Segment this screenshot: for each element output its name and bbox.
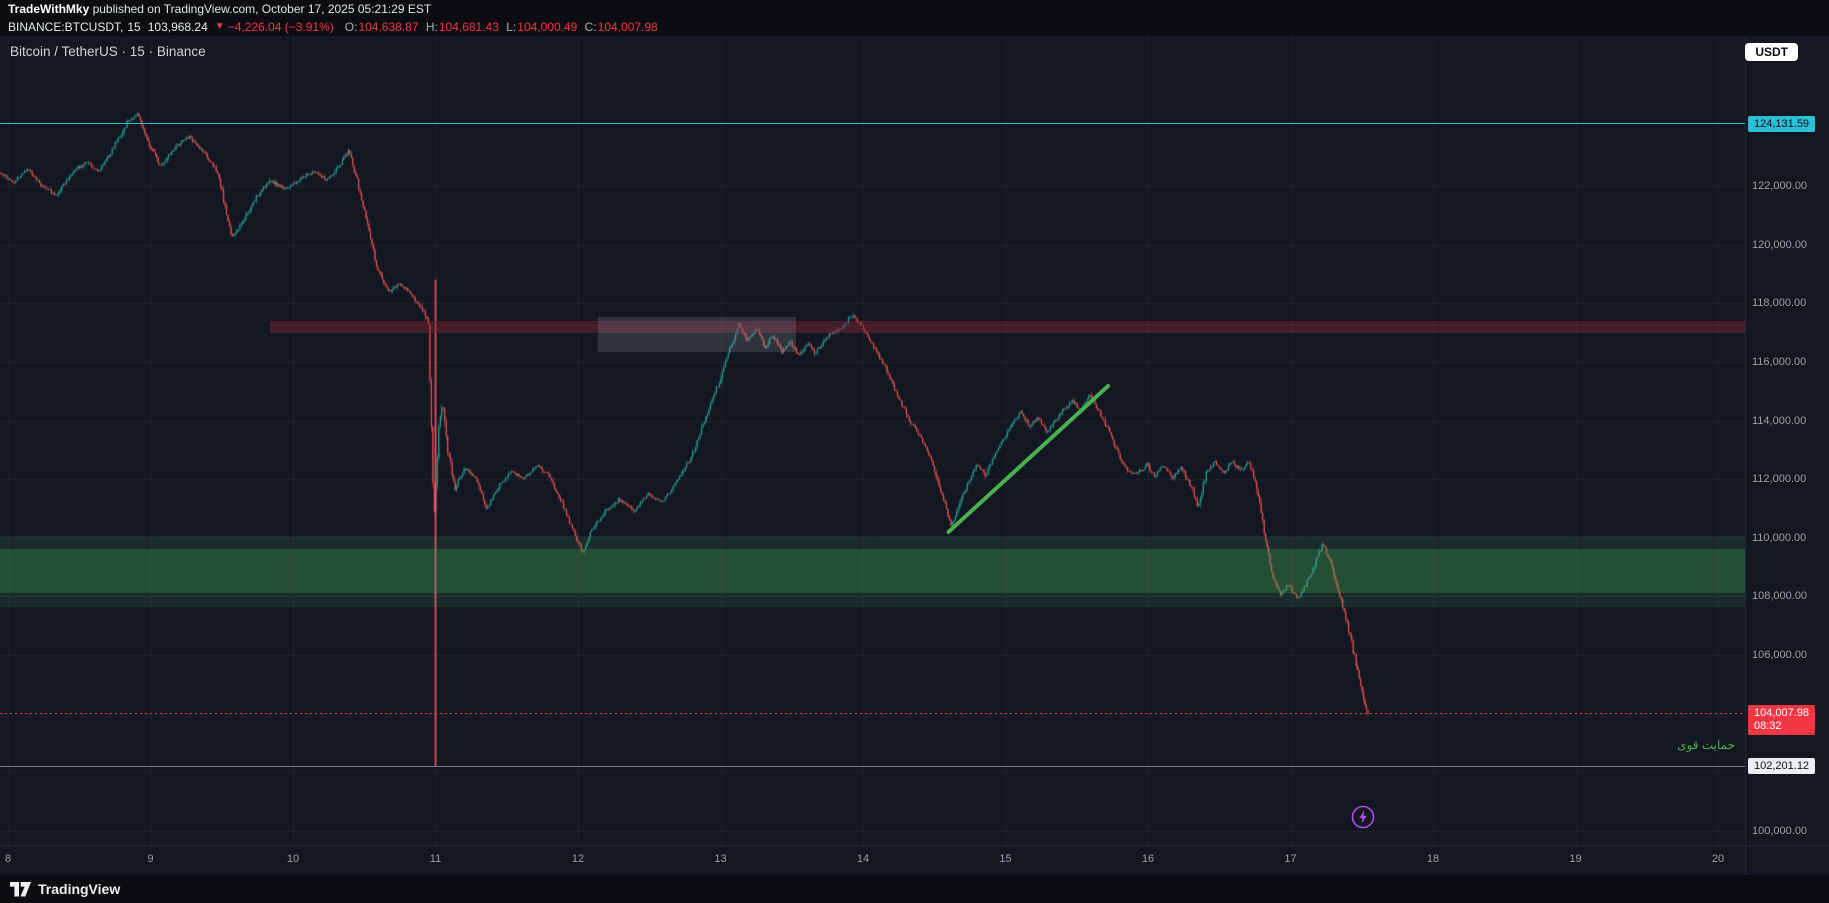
open-label: O: bbox=[344, 20, 358, 34]
price-axis-label: 112,000.00 bbox=[1752, 473, 1807, 486]
demand-zone-outer bbox=[0, 536, 1745, 607]
symbol-interval[interactable]: 15 bbox=[127, 20, 141, 34]
open-value: 104,638.87 bbox=[358, 20, 419, 34]
support-axis-label: 102,201.12 bbox=[1748, 758, 1816, 775]
price-axis-label: 114,000.00 bbox=[1752, 414, 1807, 427]
supply-zone-band bbox=[270, 320, 1745, 333]
time-axis-label: 18 bbox=[1426, 853, 1440, 865]
time-axis-label: 10 bbox=[286, 853, 300, 865]
tradingview-logo-icon[interactable] bbox=[10, 881, 31, 897]
currency-toggle-button[interactable]: USDT bbox=[1745, 43, 1798, 61]
publish-header: TradeWithMky published on TradingView.co… bbox=[0, 0, 1829, 18]
footer-bar: TradingView bbox=[0, 875, 1829, 903]
bar-countdown: 08:32 bbox=[1754, 720, 1782, 733]
time-axis-label: 17 bbox=[1284, 853, 1297, 865]
candlestick-canvas[interactable] bbox=[0, 36, 1745, 875]
high-label: H: bbox=[425, 20, 438, 34]
time-axis-label: 20 bbox=[1711, 853, 1725, 865]
price-axis-label: 108,000.00 bbox=[1752, 590, 1808, 603]
last-price: 103,968.24 bbox=[147, 20, 208, 34]
high-value: 104,681.43 bbox=[438, 20, 499, 34]
symbol-info-bar: BINANCE:BTCUSDT, 15 103,968.24 ▼ −4,226.… bbox=[0, 18, 1829, 36]
low-label: L: bbox=[506, 20, 517, 34]
chart-pane[interactable]: حمایت قوی Bitcoin / TetherUS · 15 · Bina… bbox=[0, 36, 1829, 875]
close-label: C: bbox=[584, 20, 597, 34]
tradingview-wordmark[interactable]: TradingView bbox=[38, 881, 121, 897]
publish-info-text: published on TradingView.com, October 17… bbox=[89, 2, 432, 16]
support-price-line bbox=[0, 765, 1745, 767]
current-price-axis-label: 104,007.98 08:32 bbox=[1748, 705, 1816, 736]
change-direction-icon: ▼ bbox=[214, 21, 225, 32]
price-axis-label: 120,000.00 bbox=[1752, 238, 1808, 251]
support-note-label: حمایت قوی bbox=[1677, 737, 1735, 752]
price-axis-label: 106,000.00 bbox=[1752, 649, 1808, 662]
time-axis-label: 19 bbox=[1569, 853, 1582, 865]
flash-icon bbox=[1351, 805, 1375, 829]
ohlc-group: O:104,638.87 H:104,681.43 L:104,000.49 C… bbox=[341, 18, 658, 36]
resistance-price-line bbox=[0, 123, 1745, 124]
time-axis-label: 11 bbox=[429, 853, 442, 865]
consolidation-box bbox=[597, 317, 796, 352]
price-axis[interactable]: 124,131.59 104,007.98 08:32 102,201.12 1… bbox=[1745, 36, 1829, 875]
time-axis-label: 14 bbox=[856, 853, 870, 865]
current-price-value: 104,007.98 bbox=[1754, 707, 1810, 720]
time-axis-label: 12 bbox=[571, 853, 585, 865]
current-price-line bbox=[0, 712, 1745, 714]
low-value: 104,000.49 bbox=[517, 20, 578, 34]
close-value: 104,007.98 bbox=[597, 20, 658, 34]
time-axis-label: 8 bbox=[4, 853, 12, 865]
time-axis-label: 16 bbox=[1141, 853, 1155, 865]
price-axis-label: 122,000.00 bbox=[1752, 180, 1808, 192]
time-axis[interactable]: 8 9 10 11 12 13 14 15 16 17 18 19 20 bbox=[0, 845, 1829, 875]
price-change: −4,226.04 (−3.91%) bbox=[227, 20, 334, 34]
price-axis-label: 118,000.00 bbox=[1752, 297, 1807, 310]
publisher-username: TradeWithMky bbox=[8, 2, 90, 16]
chart-legend[interactable]: Bitcoin / TetherUS · 15 · Binance bbox=[10, 44, 206, 59]
time-axis-label: 15 bbox=[999, 853, 1012, 865]
symbol-name[interactable]: BINANCE:BTCUSDT, bbox=[8, 20, 124, 34]
price-axis-label: 116,000.00 bbox=[1752, 355, 1807, 368]
time-axis-label: 13 bbox=[714, 853, 727, 865]
resistance-axis-label: 124,131.59 bbox=[1748, 115, 1816, 132]
demand-zone-inner bbox=[0, 548, 1745, 593]
time-axis-label: 9 bbox=[147, 853, 154, 865]
price-axis-label: 100,000.00 bbox=[1752, 824, 1808, 837]
price-axis-label: 110,000.00 bbox=[1752, 531, 1807, 544]
